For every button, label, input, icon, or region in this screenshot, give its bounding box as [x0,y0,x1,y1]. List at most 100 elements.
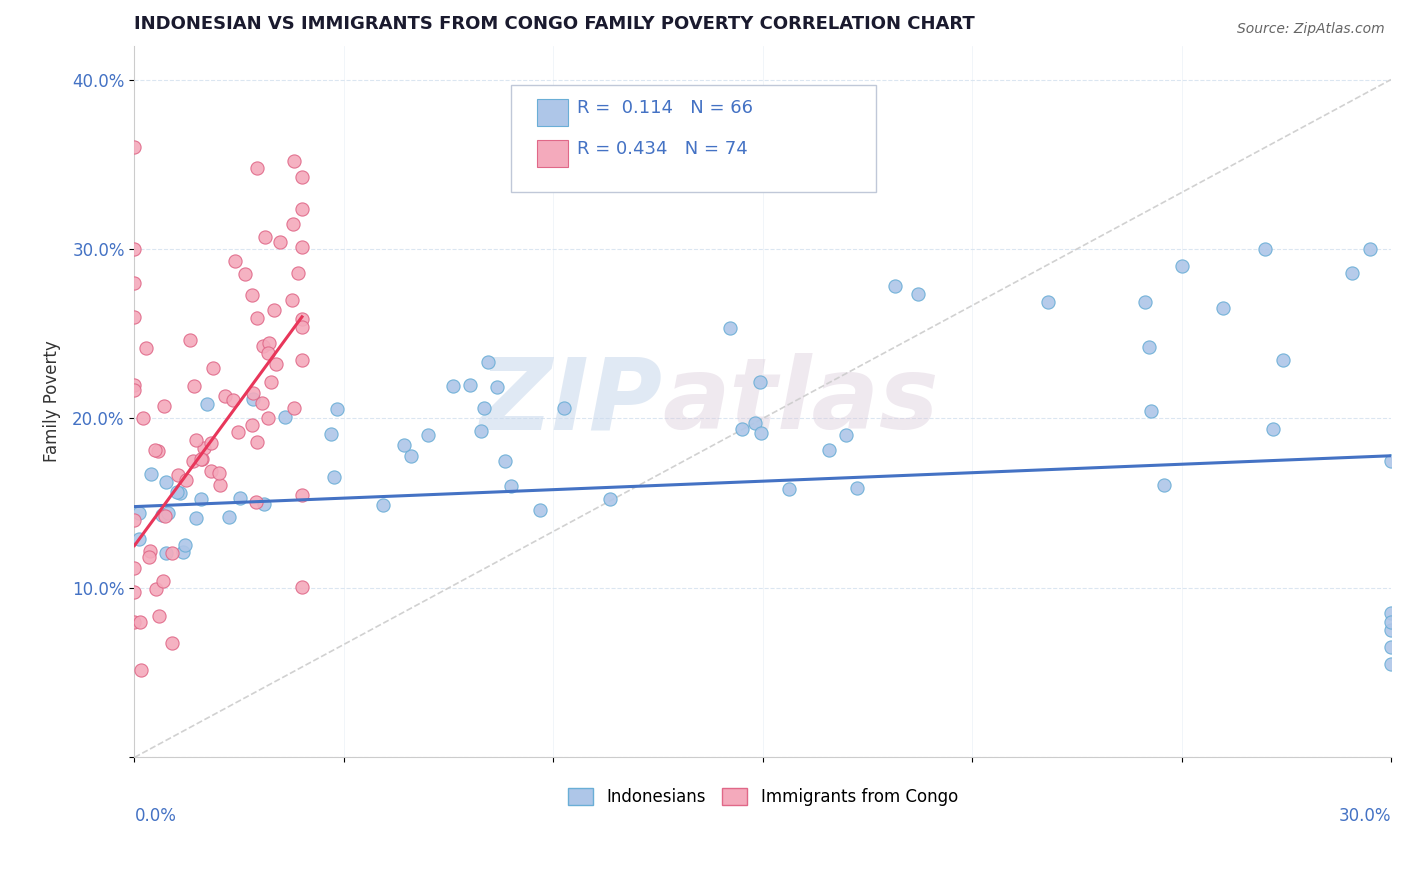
Point [749,425,772,440]
Point [325,402,347,417]
Point [252,497,274,511]
Point [155,509,177,524]
Point [883,278,905,293]
Point [322,470,344,484]
Point [245,495,267,509]
Point [128,532,150,546]
Point [135,342,157,356]
Point [274,410,297,425]
Point [1379,640,1402,655]
Point [169,485,191,500]
Point [153,399,176,413]
Point [778,482,800,496]
Point [477,355,499,369]
Point [1379,607,1402,621]
Point [846,481,869,495]
Point [138,550,160,565]
Point [124,276,146,290]
Point [233,267,256,281]
Point [208,478,231,492]
Text: INDONESIAN VS IMMIGRANTS FROM CONGO FAMILY POVERTY CORRELATION CHART: INDONESIAN VS IMMIGRANTS FROM CONGO FAMI… [135,15,976,33]
Point [128,615,150,629]
Point [148,609,170,624]
Point [291,169,314,184]
Point [190,452,212,467]
Point [218,510,240,524]
Point [190,491,212,506]
Point [143,443,166,458]
Point [281,293,304,307]
Point [174,538,197,552]
Point [193,441,215,455]
Point [1133,295,1156,310]
Point [246,310,269,325]
Point [470,424,492,438]
Point [183,379,205,393]
Point [1254,242,1277,256]
Point [1139,404,1161,418]
Point [1379,657,1402,672]
Point [269,235,291,250]
Point [256,346,278,360]
Point [718,320,741,334]
Text: atlas: atlas [662,353,939,450]
Point [1379,624,1402,638]
Point [224,254,246,268]
Point [240,287,263,301]
Point [1271,353,1294,368]
Point [172,545,194,559]
Point [291,320,314,334]
Point [907,287,929,301]
Point [501,479,523,493]
Point [291,488,314,502]
Point [287,266,309,280]
Point [250,396,273,410]
Point [207,466,229,480]
Point [191,452,214,467]
Point [200,464,222,478]
Point [260,375,283,389]
Point [138,544,160,558]
Point [124,377,146,392]
Point [416,428,439,442]
Legend: Indonesians, Immigrants from Congo: Indonesians, Immigrants from Congo [561,781,965,814]
Point [458,377,481,392]
Point [155,546,177,560]
Point [283,154,305,169]
Point [124,140,146,154]
Point [166,485,188,500]
Point [150,508,173,522]
Point [291,353,314,368]
Point [184,433,207,447]
Point [124,242,146,256]
Point [1340,266,1362,280]
Point [1170,259,1192,273]
Point [166,468,188,483]
Point [818,443,841,458]
Text: Source: ZipAtlas.com: Source: ZipAtlas.com [1237,22,1385,37]
Point [291,312,314,326]
Point [246,161,269,175]
Point [202,361,225,376]
Point [246,435,269,450]
Point [124,383,146,397]
Point [129,663,152,677]
Point [744,416,766,430]
Text: 30.0%: 30.0% [1339,807,1391,825]
Text: R = 0.434   N = 74: R = 0.434 N = 74 [576,140,748,158]
Point [472,401,495,415]
Point [228,491,250,505]
Point [553,401,575,416]
Point [1036,294,1059,309]
Point [529,503,551,517]
Point [124,561,146,575]
FancyBboxPatch shape [537,99,568,126]
Text: ZIP: ZIP [479,353,662,450]
Point [124,310,146,324]
Point [124,615,146,629]
Point [1137,340,1160,354]
Point [162,636,184,650]
Point [155,475,177,489]
Point [257,335,280,350]
Point [179,334,201,348]
